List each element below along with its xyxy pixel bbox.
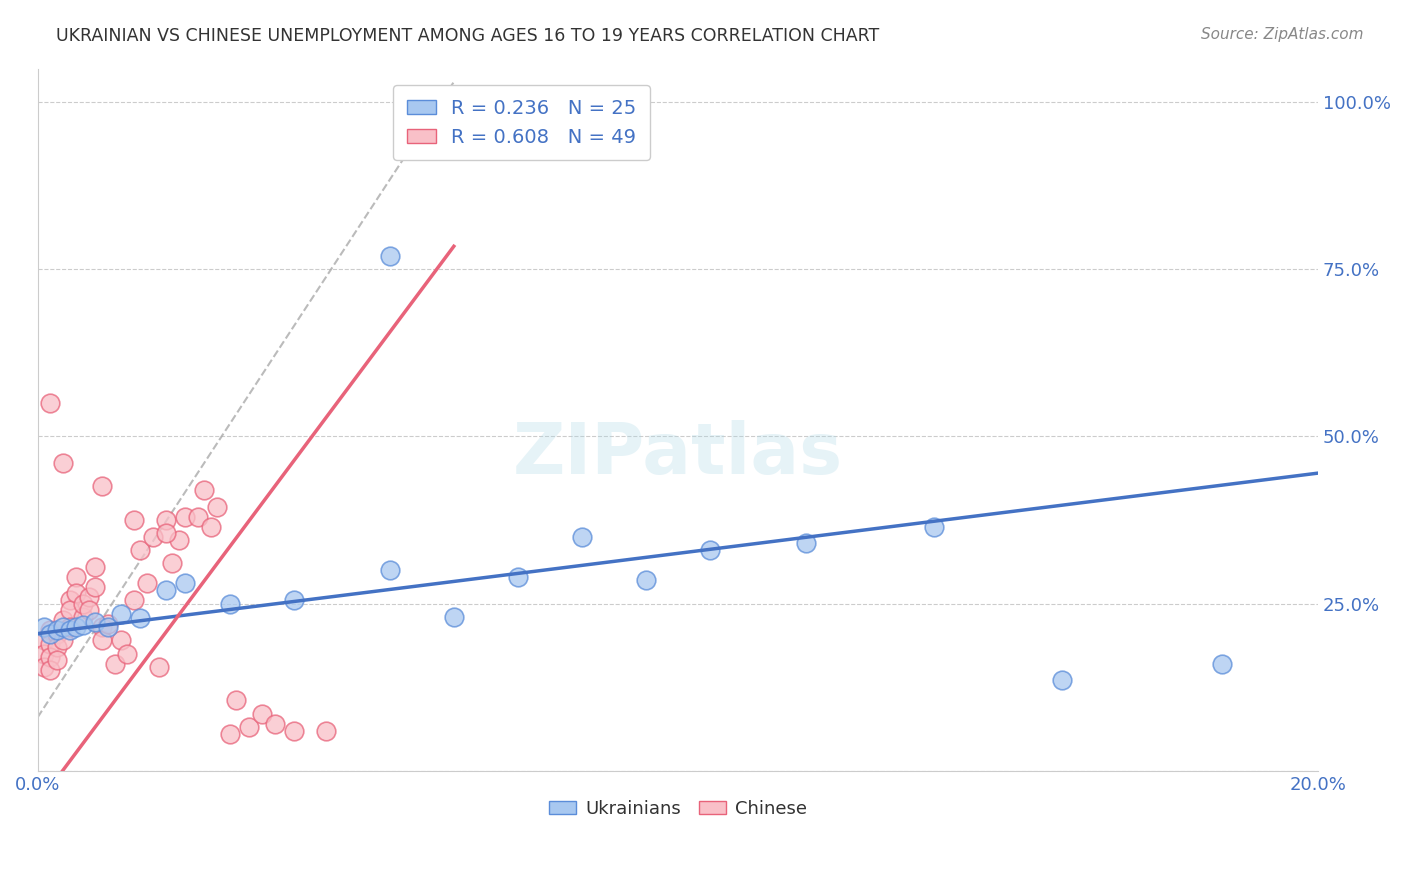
Point (187, 509, 209, 524)
Point (283, 723, 305, 738)
Point (122, 593, 145, 607)
Point (238, 720, 260, 734)
Point (84, 615, 107, 630)
Point (155, 526, 177, 541)
Point (218, 727, 240, 741)
Point (225, 693, 247, 707)
Point (77, 590, 100, 604)
Legend: Ukrainians, Chinese: Ukrainians, Chinese (541, 792, 814, 825)
Point (59, 603, 82, 617)
Point (84, 559, 107, 574)
Point (72, 597, 94, 611)
Point (167, 533, 190, 547)
Point (142, 530, 165, 544)
Point (263, 717, 285, 731)
Point (65, 620, 87, 634)
Point (103, 657, 125, 671)
Point (39, 664, 62, 678)
Point (90, 620, 112, 634)
Point (250, 706, 273, 721)
Point (1050, 673, 1073, 688)
Point (97, 620, 120, 634)
Point (45, 653, 67, 667)
Point (155, 583, 177, 598)
Point (59, 624, 82, 638)
Point (148, 660, 170, 674)
Point (59, 620, 82, 634)
Point (72, 618, 94, 632)
Point (506, 570, 529, 584)
Point (90, 479, 112, 493)
Point (32, 620, 55, 634)
Point (52, 456, 75, 470)
Point (205, 500, 228, 514)
Point (32, 633, 55, 648)
Point (155, 513, 177, 527)
Point (1211, 657, 1233, 671)
Point (378, 249, 401, 263)
Point (571, 530, 593, 544)
Text: ZIPatlas: ZIPatlas (513, 420, 844, 489)
Point (59, 593, 82, 607)
Point (378, 563, 401, 577)
Point (443, 610, 465, 624)
Point (283, 593, 305, 607)
Point (39, 626, 62, 640)
Text: UKRAINIAN VS CHINESE UNEMPLOYMENT AMONG AGES 16 TO 19 YEARS CORRELATION CHART: UKRAINIAN VS CHINESE UNEMPLOYMENT AMONG … (56, 27, 880, 45)
Point (634, 573, 657, 587)
Point (45, 626, 67, 640)
Point (90, 633, 112, 648)
Point (922, 519, 945, 533)
Point (218, 597, 240, 611)
Point (77, 603, 100, 617)
Point (32, 660, 55, 674)
Point (174, 509, 197, 524)
Point (45, 624, 67, 638)
Point (122, 513, 145, 527)
Point (39, 624, 62, 638)
Point (200, 519, 222, 533)
Point (699, 543, 721, 558)
Point (65, 586, 87, 600)
Point (160, 557, 183, 571)
Point (110, 633, 132, 648)
Point (39, 637, 62, 651)
Point (65, 570, 87, 584)
Point (52, 633, 75, 648)
Text: Source: ZipAtlas.com: Source: ZipAtlas.com (1201, 27, 1364, 42)
Point (39, 650, 62, 665)
Point (52, 620, 75, 634)
Point (110, 607, 132, 621)
Point (315, 723, 337, 738)
Point (129, 611, 152, 625)
Point (52, 613, 75, 627)
Point (193, 483, 215, 497)
Point (97, 616, 120, 631)
Point (117, 647, 139, 661)
Point (794, 536, 817, 550)
Point (84, 580, 107, 594)
Point (174, 576, 197, 591)
Point (135, 576, 157, 591)
Point (32, 647, 55, 661)
Point (72, 610, 94, 624)
Point (39, 396, 62, 410)
Point (129, 543, 152, 558)
Point (45, 640, 67, 654)
